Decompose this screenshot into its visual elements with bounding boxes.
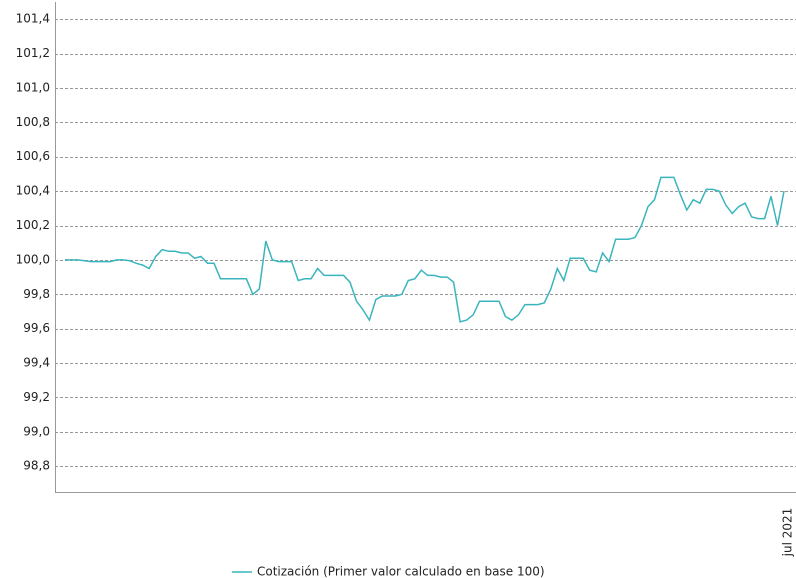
legend-label: Cotización (Primer valor calculado en ba… bbox=[257, 565, 545, 578]
y-tick-label: 101,4 bbox=[16, 12, 50, 26]
y-tick-label: 98,8 bbox=[23, 459, 50, 473]
y-tick-label: 99,8 bbox=[23, 287, 50, 301]
y-tick-label: 100,4 bbox=[16, 184, 50, 198]
y-tick-label: 99,4 bbox=[23, 356, 50, 370]
y-tick-label: 99,2 bbox=[23, 390, 50, 404]
y-tick-label: 100,6 bbox=[16, 149, 50, 163]
y-tick-label: 101,2 bbox=[16, 46, 50, 60]
y-tick-label: 100,0 bbox=[16, 252, 50, 266]
y-tick-label: 100,2 bbox=[16, 218, 50, 232]
y-tick-label: 101,0 bbox=[16, 80, 50, 94]
y-tick-label: 100,8 bbox=[16, 115, 50, 129]
y-tick-label: 99,6 bbox=[23, 321, 50, 335]
line-series bbox=[65, 176, 785, 323]
y-tick-label: 99,0 bbox=[23, 424, 50, 438]
x-tick-label: jul 2021 bbox=[781, 508, 795, 558]
